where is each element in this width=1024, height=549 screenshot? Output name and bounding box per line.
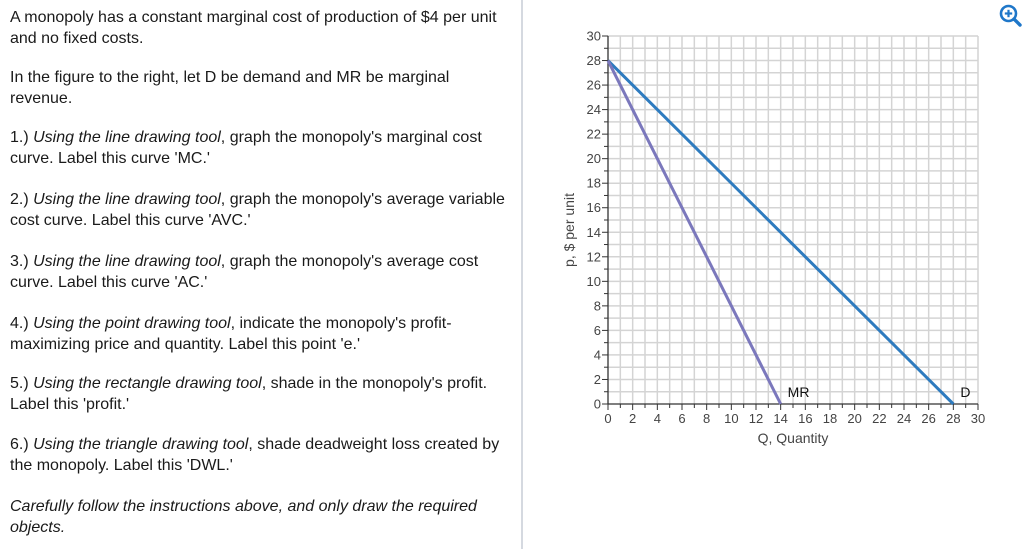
context-text: In the figure to the right, let D be dem… xyxy=(10,69,450,107)
step-text: , shade in the monopoly's profit. Label … xyxy=(10,375,488,413)
x-tick-label: 10 xyxy=(724,411,738,426)
y-tick-label: 14 xyxy=(587,225,601,240)
step-text: , graph the monopoly's marginal cost cur… xyxy=(10,129,482,167)
x-axis-title: Q, Quantity xyxy=(758,430,829,446)
y-tick-label: 22 xyxy=(587,127,601,142)
curve-d xyxy=(606,59,955,406)
footer-note: Carefully follow the instructions above,… xyxy=(10,496,515,538)
x-tick-label: 0 xyxy=(604,411,611,426)
curve-label-d: D xyxy=(960,384,970,400)
x-tick-label: 30 xyxy=(971,411,985,426)
y-tick-label: 28 xyxy=(587,53,601,68)
y-tick-label: 18 xyxy=(587,176,601,191)
step-text: , indicate the monopoly's profit-maximiz… xyxy=(10,315,452,353)
y-tick-label: 0 xyxy=(594,397,601,412)
step-1: 1.) Using the line drawing tool, graph t… xyxy=(10,127,515,169)
instructions-panel: A monopoly has a constant marginal cost … xyxy=(10,9,515,538)
grid xyxy=(608,35,979,404)
curve-label-mr: MR xyxy=(788,384,810,400)
panel-divider xyxy=(521,0,523,549)
step-tool: Using the line drawing tool xyxy=(33,191,221,208)
zoom-in-icon xyxy=(999,4,1022,27)
step-number: 2.) xyxy=(10,191,34,208)
x-tick-label: 28 xyxy=(946,411,960,426)
axes xyxy=(602,35,979,410)
x-tick-label: 8 xyxy=(703,411,710,426)
step-tool: Using the rectangle drawing tool xyxy=(33,375,262,392)
step-5: 5.) Using the rectangle drawing tool, sh… xyxy=(10,373,515,415)
x-tick-label: 24 xyxy=(897,411,911,426)
step-number: 1.) xyxy=(10,129,34,146)
y-tick-label: 4 xyxy=(594,347,601,362)
step-number: 3.) xyxy=(10,253,34,270)
x-tick-label: 22 xyxy=(872,411,886,426)
y-tick-label: 10 xyxy=(587,274,601,289)
y-tick-label: 26 xyxy=(587,78,601,93)
y-tick-label: 20 xyxy=(587,151,601,166)
x-tick-label: 12 xyxy=(749,411,763,426)
y-tick-label: 8 xyxy=(594,298,601,313)
curve-mr xyxy=(606,59,783,405)
step-3: 3.) Using the line drawing tool, graph t… xyxy=(10,251,515,293)
zoom-in-button[interactable] xyxy=(998,3,1024,29)
step-text: , graph the monopoly's average variable … xyxy=(10,191,505,229)
step-tool: Using the line drawing tool xyxy=(33,129,221,146)
step-text: , graph the monopoly's average cost curv… xyxy=(10,253,479,291)
step-tool: Using the triangle drawing tool xyxy=(33,436,249,453)
step-number: 5.) xyxy=(10,375,34,392)
footer-text: Carefully follow the instructions above,… xyxy=(10,498,477,536)
y-tick-label: 2 xyxy=(594,372,601,387)
y-tick-label: 30 xyxy=(587,29,601,44)
step-4: 4.) Using the point drawing tool, indica… xyxy=(10,313,515,355)
intro-text: A monopoly has a constant marginal cost … xyxy=(10,9,497,47)
x-tick-label: 26 xyxy=(921,411,935,426)
x-tick-label: 2 xyxy=(629,411,636,426)
x-tick-label: 18 xyxy=(823,411,837,426)
y-axis-title: p, $ per unit xyxy=(561,193,577,267)
y-tick-label: 16 xyxy=(587,200,601,215)
step-text: , shade deadweight loss created by the m… xyxy=(10,436,500,474)
step-6: 6.) Using the triangle drawing tool, sha… xyxy=(10,434,515,476)
curves: D MR xyxy=(606,59,970,406)
y-tick-label: 6 xyxy=(594,323,601,338)
step-number: 4.) xyxy=(10,315,34,332)
x-tick-label: 4 xyxy=(654,411,661,426)
step-number: 6.) xyxy=(10,436,34,453)
x-tick-label: 6 xyxy=(678,411,685,426)
x-tick-label: 20 xyxy=(847,411,861,426)
step-tool: Using the point drawing tool xyxy=(33,315,231,332)
y-tick-label: 24 xyxy=(587,102,601,117)
y-tick-label: 12 xyxy=(587,249,601,264)
x-tick-label: 14 xyxy=(773,411,787,426)
step-2: 2.) Using the line drawing tool, graph t… xyxy=(10,189,515,231)
x-tick-label: 16 xyxy=(798,411,812,426)
step-tool: Using the line drawing tool xyxy=(33,253,221,270)
